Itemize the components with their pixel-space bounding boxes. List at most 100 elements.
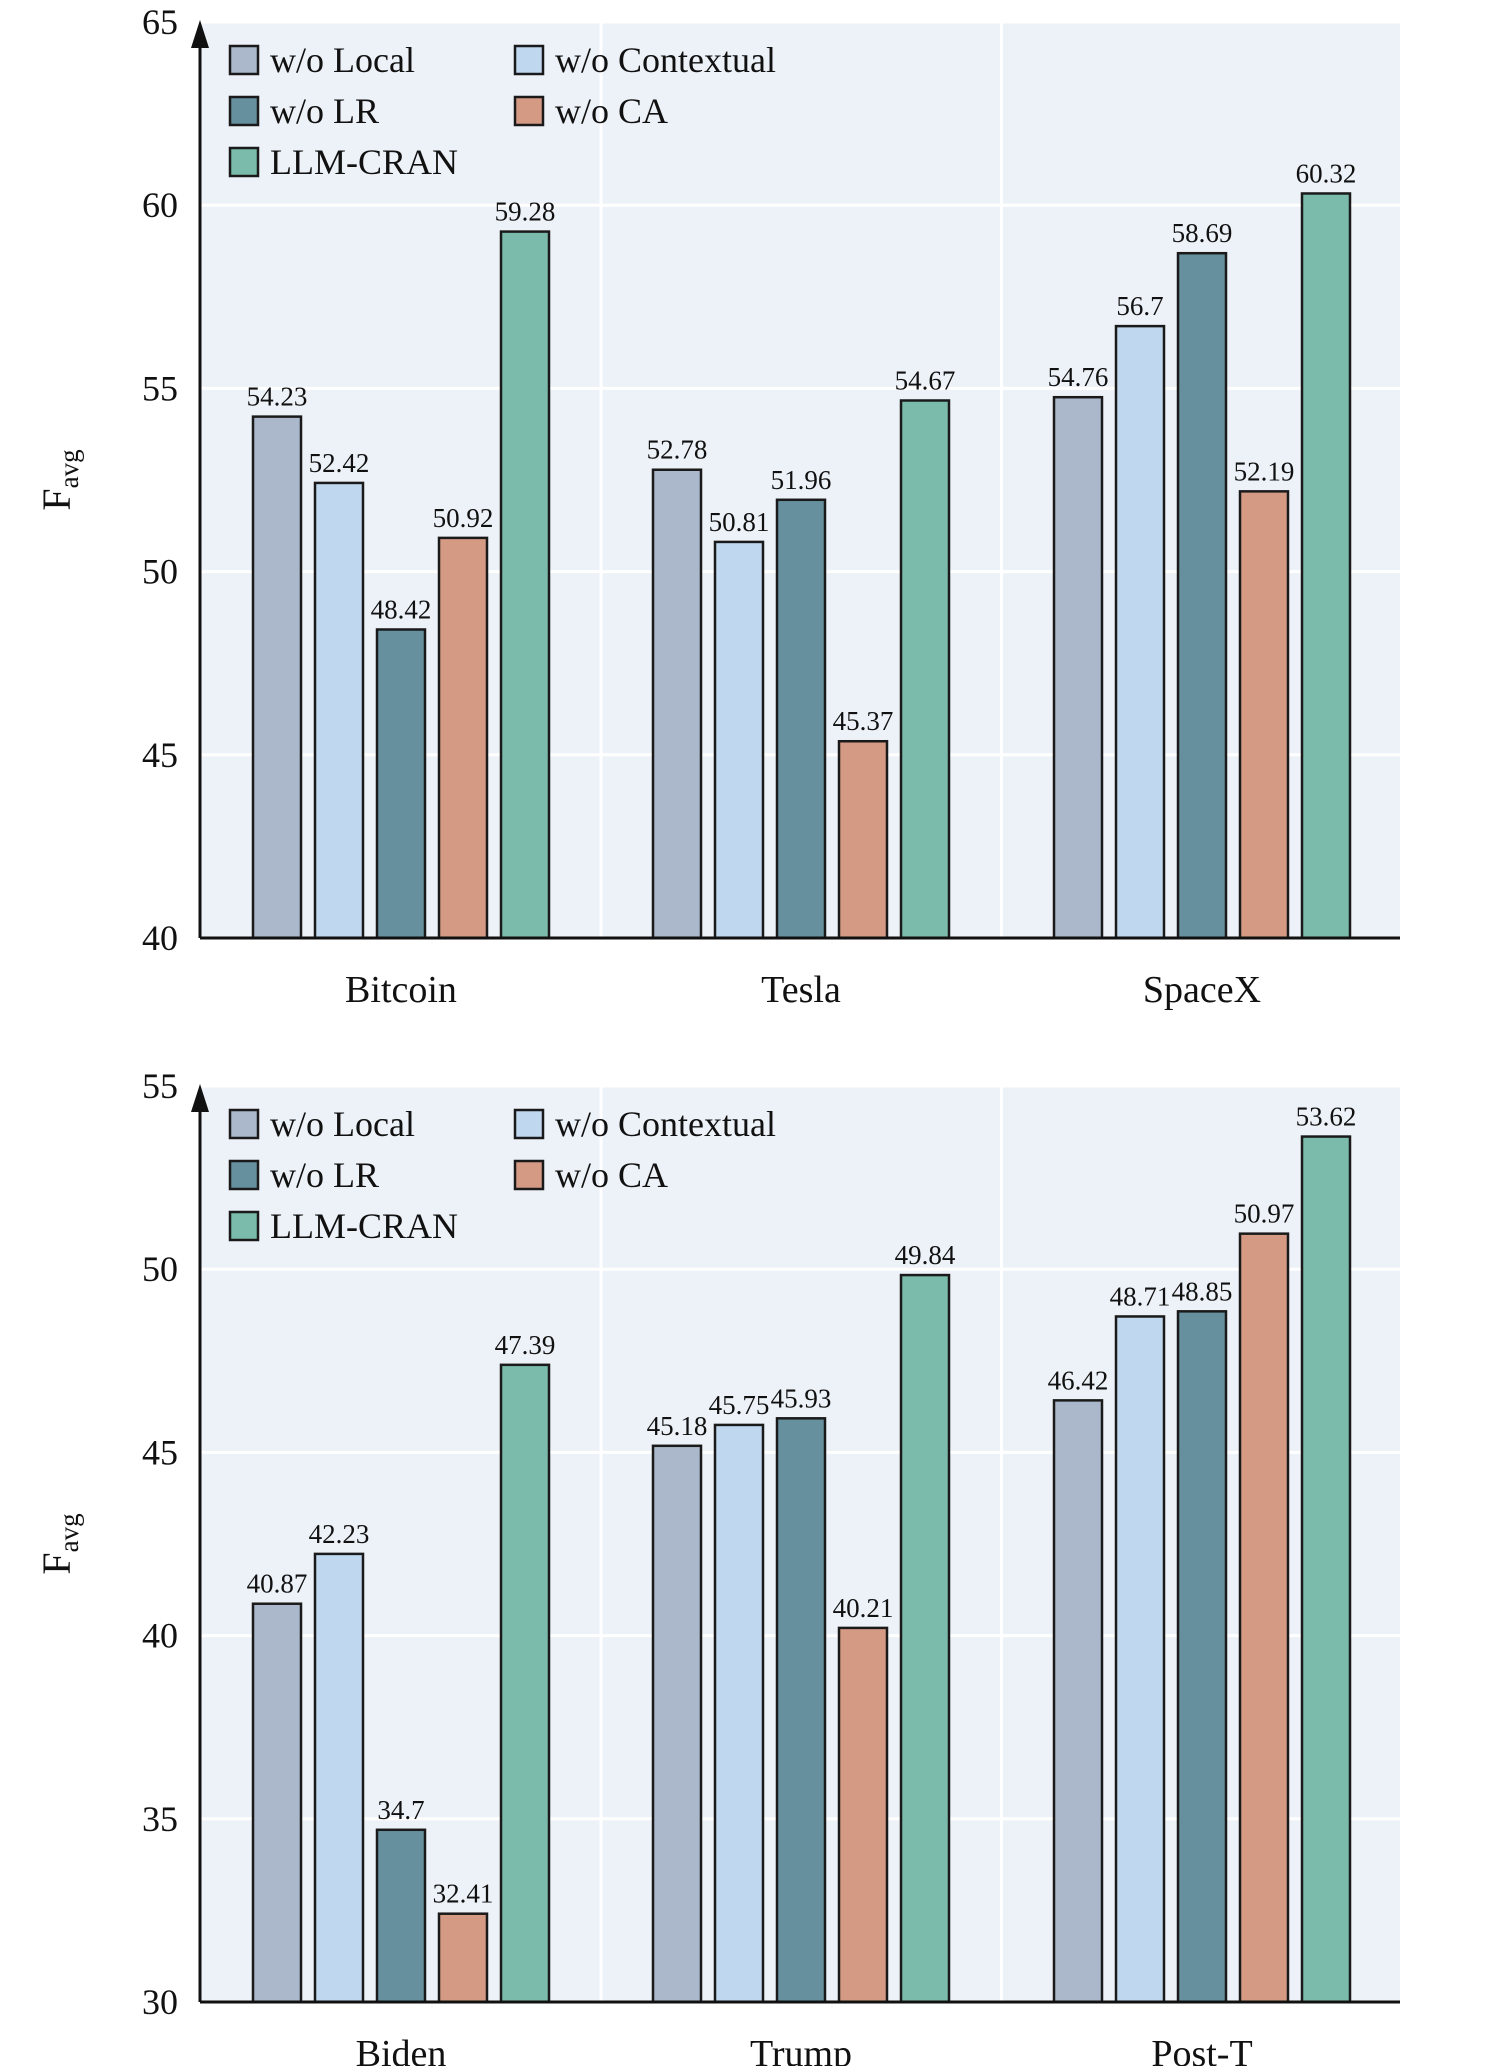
bar-value-label: 42.23 bbox=[309, 1519, 370, 1549]
y-axis-label: Favg bbox=[34, 449, 84, 510]
y-tick-label: 65 bbox=[142, 2, 178, 42]
bar bbox=[1238, 490, 1290, 940]
x-tick-label: Tesla bbox=[761, 969, 841, 1011]
y-axis-arrow-icon bbox=[191, 20, 209, 48]
legend-swatch bbox=[513, 1108, 545, 1140]
bar bbox=[775, 1417, 827, 2004]
bar bbox=[1114, 1315, 1166, 2004]
legend-swatch bbox=[228, 44, 260, 76]
legend-swatch bbox=[228, 1108, 260, 1140]
bar-value-label: 50.92 bbox=[433, 503, 494, 533]
y-axis-label-sub: avg bbox=[54, 449, 84, 488]
bar-value-label: 51.96 bbox=[771, 465, 832, 495]
bar-value-label: 56.7 bbox=[1116, 291, 1163, 321]
y-tick-label: 50 bbox=[142, 552, 178, 592]
bar-value-label: 40.21 bbox=[833, 1593, 894, 1623]
legend-swatch bbox=[228, 146, 260, 178]
y-tick-label: 55 bbox=[142, 1066, 178, 1106]
bar bbox=[375, 628, 427, 940]
x-tick-label: Biden bbox=[356, 2033, 447, 2066]
bar-value-label: 50.81 bbox=[709, 507, 770, 537]
legend-swatch bbox=[228, 95, 260, 127]
x-tick-label: Bitcoin bbox=[345, 969, 457, 1011]
bar bbox=[899, 1273, 951, 2004]
bar bbox=[1176, 1310, 1228, 2004]
y-axis-label-main: F bbox=[34, 488, 79, 510]
bar-value-label: 54.23 bbox=[247, 382, 308, 412]
bar bbox=[1052, 1399, 1104, 2004]
bar bbox=[1176, 251, 1228, 940]
bar bbox=[651, 468, 703, 940]
bar-value-label: 48.71 bbox=[1110, 1281, 1171, 1311]
bar-value-label: 59.28 bbox=[495, 197, 556, 227]
bar bbox=[1238, 1232, 1290, 2004]
bar bbox=[1114, 324, 1166, 940]
legend-entry: w/o CA bbox=[555, 1155, 668, 1195]
bar bbox=[837, 739, 889, 940]
y-tick-label: 45 bbox=[142, 1432, 178, 1472]
bar bbox=[1300, 192, 1352, 940]
bar bbox=[713, 1423, 765, 2004]
legend-entry: LLM-CRAN bbox=[270, 142, 458, 182]
bar-value-label: 32.41 bbox=[433, 1879, 494, 1909]
bar-value-label: 45.18 bbox=[647, 1411, 708, 1441]
y-tick-label: 40 bbox=[142, 1616, 178, 1656]
bar-value-label: 50.97 bbox=[1234, 1199, 1295, 1229]
bar-value-label: 60.32 bbox=[1296, 158, 1357, 188]
y-axis-label-main: F bbox=[34, 1552, 79, 1574]
bar bbox=[251, 415, 303, 940]
bar-value-label: 48.42 bbox=[371, 594, 432, 624]
bar-value-label: 47.39 bbox=[495, 1330, 556, 1360]
bar-value-label: 54.67 bbox=[895, 365, 956, 395]
legend-swatch bbox=[228, 1210, 260, 1242]
y-tick-label: 35 bbox=[142, 1799, 178, 1839]
chart-panel-1: 40 45 50 55 60 65 Favg 54.23 52.78 54.76 52.42 50.8… bbox=[34, 2, 1400, 1011]
legend: w/o Local w/o Contextual w/o LR w/o CA LLM-C… bbox=[228, 1104, 776, 1246]
bar-value-label: 52.19 bbox=[1234, 456, 1295, 486]
bar bbox=[437, 1912, 489, 2004]
bar bbox=[437, 536, 489, 940]
legend-entry: w/o Contextual bbox=[555, 1104, 776, 1144]
bar bbox=[1052, 395, 1104, 940]
bar-value-label: 46.42 bbox=[1048, 1365, 1109, 1395]
bar bbox=[837, 1626, 889, 2004]
x-tick-label: Trump bbox=[750, 2033, 852, 2066]
legend-entry: w/o Local bbox=[270, 1104, 415, 1144]
bar-value-label: 52.78 bbox=[647, 435, 708, 465]
bar-value-label: 53.62 bbox=[1296, 1102, 1357, 1132]
bar bbox=[313, 481, 365, 940]
legend: w/o Local w/o Contextual w/o LR w/o CA LLM-C… bbox=[228, 40, 776, 182]
legend-entry: w/o Contextual bbox=[555, 40, 776, 80]
bar-value-label: 49.84 bbox=[895, 1240, 956, 1270]
bar bbox=[375, 1828, 427, 2004]
bar bbox=[775, 498, 827, 940]
legend-swatch bbox=[513, 1159, 545, 1191]
x-tick-label: Post-T bbox=[1151, 2033, 1252, 2066]
bar-value-label: 45.75 bbox=[709, 1390, 770, 1420]
legend-entry: w/o LR bbox=[270, 1155, 379, 1195]
bar-value-label: 45.37 bbox=[833, 706, 894, 736]
y-tick-label: 60 bbox=[142, 185, 178, 225]
bar-value-label: 34.7 bbox=[377, 1795, 424, 1825]
bar-value-label: 48.85 bbox=[1172, 1276, 1233, 1306]
bar bbox=[1300, 1135, 1352, 2004]
bar-value-label: 58.69 bbox=[1172, 218, 1233, 248]
legend-entry: LLM-CRAN bbox=[270, 1206, 458, 1246]
x-tick-label: SpaceX bbox=[1143, 969, 1261, 1011]
legend-entry: w/o Local bbox=[270, 40, 415, 80]
bar bbox=[499, 1363, 551, 2004]
y-tick-label: 45 bbox=[142, 735, 178, 775]
y-axis-label-sub: avg bbox=[54, 1513, 84, 1552]
y-tick-label: 55 bbox=[142, 368, 178, 408]
bar bbox=[651, 1444, 703, 2004]
bar-value-label: 52.42 bbox=[309, 448, 370, 478]
y-axis-label: Favg bbox=[34, 1513, 84, 1574]
chart-panel-2: 30 35 40 45 50 55 Favg 40.87 45.18 46.42 42.23 45.7… bbox=[34, 1066, 1400, 2066]
legend-entry: w/o LR bbox=[270, 91, 379, 131]
y-axis-arrow-icon bbox=[191, 1084, 209, 1112]
bar-value-label: 45.93 bbox=[771, 1383, 832, 1413]
y-tick-label: 40 bbox=[142, 918, 178, 958]
legend-swatch bbox=[228, 1159, 260, 1191]
bar-value-label: 40.87 bbox=[247, 1569, 308, 1599]
